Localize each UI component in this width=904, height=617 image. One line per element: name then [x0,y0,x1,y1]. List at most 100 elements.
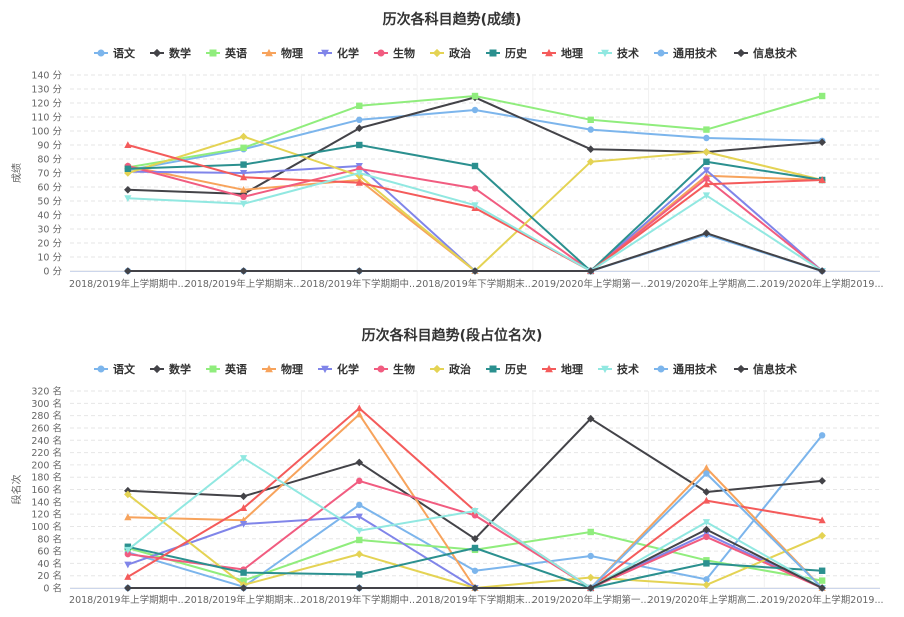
data-point [702,148,711,156]
series-物理[interactable] [124,162,826,274]
legend-marker [209,365,217,373]
legend-item-技术[interactable]: 技术 [598,362,639,376]
legend-marker [736,48,746,58]
legend-item-化学[interactable]: 化学 [318,46,359,60]
series-line [127,233,823,272]
data-point [124,573,132,580]
legend-item-信息技术[interactable]: 信息技术 [734,46,797,60]
legend-marker [545,364,553,373]
y-tick-label: 200 名 [31,459,62,471]
data-point [818,477,826,485]
data-point [702,167,711,174]
data-point [471,544,479,552]
legend-label: 数学 [169,362,191,376]
data-point [586,158,595,166]
data-point [702,581,711,589]
data-point [586,145,595,153]
legend-item-数学[interactable]: 数学 [150,46,191,60]
legend-marker [321,365,329,374]
data-point [818,267,826,275]
data-point [702,519,711,526]
data-point [587,126,594,133]
data-point [703,175,710,182]
series-英语[interactable] [124,92,826,171]
data-point [124,550,132,558]
y-tick-label: 260 名 [31,422,62,434]
legend-marker [265,48,273,57]
data-point [355,124,364,132]
series-生物[interactable] [124,162,826,275]
data-point [818,432,826,439]
data-point [356,102,363,109]
legend-item-生物[interactable]: 生物 [374,362,415,376]
legend-marker [657,365,665,373]
legend-item-物理[interactable]: 物理 [262,46,303,60]
legend-item-地理[interactable]: 地理 [542,46,583,60]
legend-item-信息技术[interactable]: 信息技术 [734,362,797,376]
legend-label: 技术 [617,46,639,60]
data-point [240,193,247,200]
legend-marker [432,364,442,374]
series-技术[interactable] [124,455,826,592]
data-point [471,202,479,209]
data-point [124,561,132,569]
legend-label: 生物 [393,362,415,376]
legend-item-英语[interactable]: 英语 [206,362,247,376]
data-point [239,492,248,501]
data-point [240,161,247,168]
legend-item-语文[interactable]: 语文 [94,46,136,60]
data-point [471,185,479,192]
y-tick-label: 80 分 [37,155,62,166]
legend-item-历史[interactable]: 历史 [486,46,528,60]
legend-item-数学[interactable]: 数学 [150,362,191,376]
y-tick-label: 60 名 [37,546,62,558]
legend-label: 历史 [505,46,528,60]
data-point [124,267,132,275]
data-point [818,92,826,100]
legend-item-政治[interactable]: 政治 [430,362,471,376]
legend-label: 数学 [169,46,191,60]
data-point [703,126,710,133]
legend-marker [377,365,385,373]
legend-label: 信息技术 [753,46,797,60]
data-point [356,571,363,578]
data-point [355,410,363,418]
legend-item-通用技术[interactable]: 通用技术 [654,46,717,60]
y-tick-label: 120 名 [31,509,62,521]
y-tick-label: 140 名 [31,496,62,508]
data-point [124,584,132,592]
series-信息技术[interactable] [124,229,826,275]
legend-item-技术[interactable]: 技术 [598,46,639,60]
legend-item-化学[interactable]: 化学 [318,362,359,376]
y-tick-label: 70 分 [37,169,62,180]
data-point [240,569,247,576]
data-point [124,546,132,554]
legend-item-物理[interactable]: 物理 [262,362,303,376]
legend-item-政治[interactable]: 政治 [430,46,471,60]
legend-item-地理[interactable]: 地理 [542,362,583,376]
legend-label: 地理 [561,46,583,60]
data-point [239,170,248,177]
data-point [239,186,248,193]
y-tick-label: 110 分 [31,113,62,124]
data-point [239,173,248,181]
series-化学[interactable] [124,163,826,275]
data-point [818,531,826,540]
legend-item-历史[interactable]: 历史 [486,362,528,376]
series-信息技术[interactable] [124,525,826,592]
series-数学[interactable] [124,414,826,543]
legend-item-生物[interactable]: 生物 [374,46,415,60]
data-point [471,534,479,543]
data-point [586,414,595,423]
data-point [124,165,132,172]
data-point [124,141,132,148]
legend-label: 语文 [113,46,136,60]
legend-item-通用技术[interactable]: 通用技术 [654,362,717,376]
y-tick-label: 240 名 [31,435,62,447]
legend-item-语文[interactable]: 语文 [94,362,136,376]
data-point [124,186,132,194]
legend-item-英语[interactable]: 英语 [206,46,247,60]
data-point [471,92,479,100]
data-point [587,552,594,560]
data-point [818,584,826,592]
